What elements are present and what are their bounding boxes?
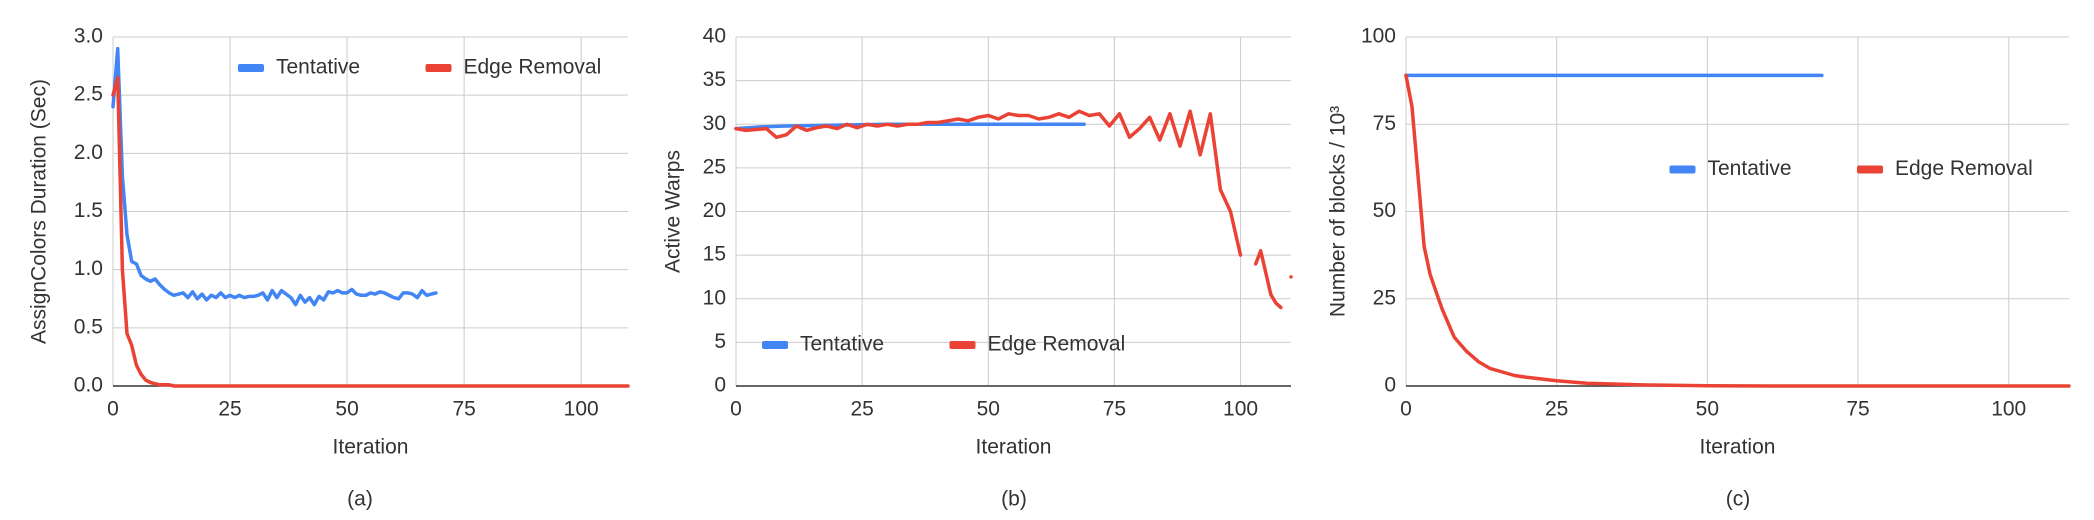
y-tick-label: 35: [703, 68, 726, 91]
legend-swatch: [762, 341, 788, 349]
legend-swatch: [1669, 165, 1696, 174]
series-line: [734, 109, 1293, 310]
x-tick-label: 100: [1223, 398, 1258, 421]
legend-label: Tentative: [1708, 157, 1792, 180]
y-tick-label: 3.0: [74, 25, 103, 48]
legend-label: Edge Removal: [464, 56, 602, 79]
y-tick-label: 10: [703, 286, 726, 309]
y-tick-label: 30: [703, 112, 726, 135]
y-tick-label: 20: [703, 199, 726, 222]
y-tick-label: 100: [1361, 25, 1396, 48]
y-tick-label: 15: [703, 243, 726, 266]
x-tick-label: 50: [335, 398, 358, 421]
x-axis-title: Iteration: [976, 436, 1052, 459]
series-line: [111, 75, 630, 388]
y-tick-label: 25: [1373, 286, 1396, 309]
y-tick-label: 0: [1384, 374, 1396, 397]
x-tick-label: 100: [1991, 398, 2026, 421]
x-tick-label: 0: [1400, 398, 1412, 421]
y-tick-label: 5: [714, 330, 726, 353]
x-tick-label: 50: [977, 398, 1000, 421]
x-axis-title: Iteration: [1700, 436, 1776, 459]
legend-label: Tentative: [276, 56, 360, 79]
x-tick-label: 50: [1696, 398, 1719, 421]
y-tick-label: 50: [1373, 199, 1396, 222]
y-tick-label: 75: [1373, 112, 1396, 135]
y-tick-label: 0.5: [74, 315, 103, 338]
legend-label: Edge Removal: [1895, 157, 2033, 180]
caption: (b): [1001, 488, 1027, 511]
y-axis-title: AssignColors Duration (Sec): [28, 79, 51, 344]
x-tick-label: 75: [452, 398, 475, 421]
x-tick-label: 0: [730, 398, 742, 421]
legend-swatch: [1857, 165, 1883, 174]
y-tick-label: 2.0: [74, 141, 103, 164]
series-line: [1404, 73, 2071, 388]
caption: (c): [1726, 488, 1751, 511]
y-axis-title: Active Warps: [662, 150, 685, 273]
legend-swatch: [949, 341, 976, 349]
y-tick-label: 25: [703, 155, 726, 178]
legend-swatch: [425, 64, 452, 72]
legend-label: Tentative: [800, 333, 884, 356]
legend-swatch: [238, 64, 264, 72]
x-tick-label: 0: [107, 398, 119, 421]
legend-label: Edge Removal: [988, 333, 1126, 356]
chart-panel: 0 5 10 15 20 25 30 35 40 0 25 50 75 100 Iteration Activ…: [662, 25, 1293, 511]
x-tick-label: 100: [564, 398, 599, 421]
series-line: [111, 46, 438, 307]
y-tick-label: 40: [703, 25, 726, 48]
x-tick-label: 75: [1103, 398, 1126, 421]
chart-panel: 0.0 0.5 1.0 1.5 2.0 2.5 3.0 0 25 50 75 100 Iteration…: [28, 25, 630, 511]
x-tick-label: 75: [1846, 398, 1869, 421]
y-tick-label: 0: [714, 374, 726, 397]
x-tick-label: 25: [1545, 398, 1568, 421]
x-axis-title: Iteration: [333, 436, 409, 459]
y-tick-label: 1.5: [74, 199, 103, 222]
y-tick-label: 2.5: [74, 83, 103, 106]
y-axis-title: Number of blocks / 10³: [1327, 106, 1350, 317]
x-tick-label: 25: [850, 398, 873, 421]
chart-panel: 0 25 50 75 100 0 25 50 75 100 Iteration Number of b…: [1327, 25, 2071, 511]
x-tick-label: 25: [218, 398, 241, 421]
y-tick-label: 1.0: [74, 257, 103, 280]
caption: (a): [347, 488, 373, 511]
y-tick-label: 0.0: [74, 374, 103, 397]
